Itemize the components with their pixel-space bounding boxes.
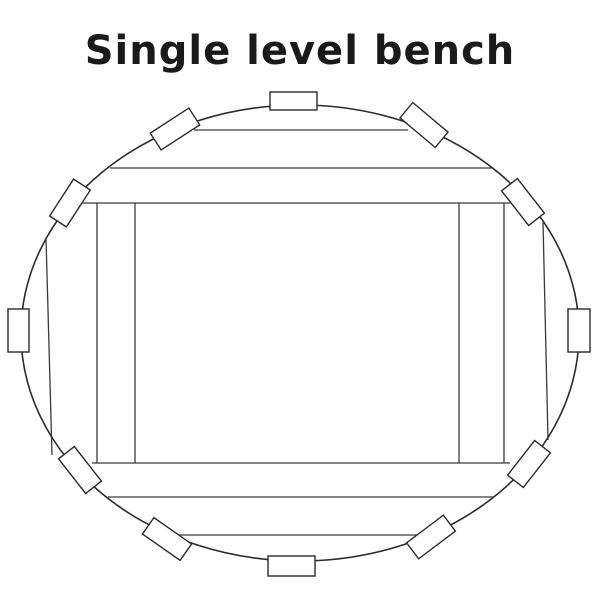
post-lower-right-1	[405, 514, 457, 560]
post-upper-left-2	[48, 178, 92, 228]
diagram-title: Single level bench	[84, 28, 516, 74]
post-lower-left-2	[57, 445, 103, 495]
post-right	[567, 308, 591, 353]
bench-board-left-1	[45, 237, 53, 456]
bench-board-right-3	[542, 221, 549, 441]
post-upper-right-1	[398, 101, 450, 149]
post-left	[7, 308, 30, 353]
post-bottom	[267, 555, 316, 577]
post-lower-right-2	[506, 439, 552, 489]
post-upper-right-2	[500, 177, 546, 227]
post-upper-left-1	[149, 107, 201, 151]
post-lower-left-1	[141, 516, 193, 562]
post-top	[269, 91, 318, 111]
outer-ellipse	[20, 104, 580, 562]
